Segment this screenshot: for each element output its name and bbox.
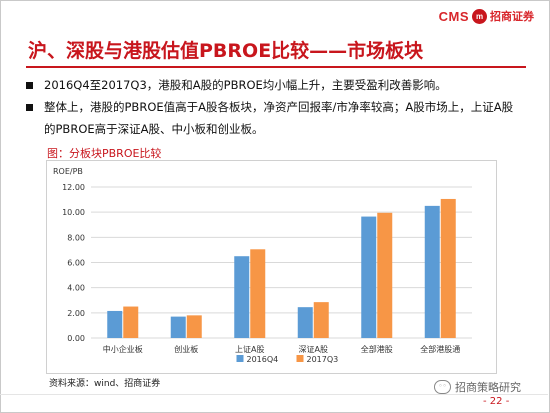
bar-chart: ROE/PB 0.00 2.00 4.00 6.00 8.00 10.00 12.00 中小企业…: [53, 167, 472, 364]
source-note: 资料来源：wind、招商证券: [49, 379, 161, 389]
x-tick-label: 中小企业板: [103, 344, 143, 354]
bar-2016Q4: [361, 216, 377, 338]
legend-swatch: [236, 355, 244, 362]
y-tick-label: 2.00: [67, 309, 85, 318]
footer-divider: [0, 394, 548, 395]
logo-company-name: 招商证券: [490, 10, 534, 23]
slide-title: 沪、深股与港股估值PBROE比较——市场板块: [28, 40, 424, 62]
bar-2017Q3: [440, 198, 456, 338]
bar-2017Q3: [313, 302, 329, 338]
bar-2017Q3: [250, 249, 266, 338]
y-tick-label: 10.00: [62, 208, 85, 217]
wechat-icon: ◦◦: [434, 380, 451, 394]
chart-container: ROE/PB 0.00 2.00 4.00 6.00 8.00 10.00 12.00 中小企业…: [46, 160, 497, 374]
y-tick-label: 4.00: [67, 284, 85, 293]
x-tick-label: 全部港股通: [420, 344, 460, 354]
bar-2017Q3: [377, 212, 393, 338]
title-divider: [26, 66, 526, 68]
x-tick-label: 全部港股: [361, 344, 393, 354]
watermark: ◦◦ 招商策略研究: [434, 379, 521, 395]
x-tick-label: 创业板: [174, 344, 198, 354]
legend-label: 2017Q3: [307, 355, 339, 364]
y-axis-label: ROE/PB: [53, 167, 83, 176]
watermark-text: 招商策略研究: [455, 381, 521, 394]
bar-2016Q4: [234, 256, 250, 338]
x-tick-label: 上证A股: [235, 345, 264, 354]
bar-2017Q3: [186, 315, 202, 338]
bullet-text: 2016Q4至2017Q3，港股和A股的PBROE均小幅上升，主要受盈利改善影响…: [44, 78, 447, 92]
bar-2016Q4: [297, 307, 313, 338]
brand-logo: CMS m 招商证券: [439, 8, 534, 24]
bullet-list: 2016Q4至2017Q3，港股和A股的PBROE均小幅上升，主要受盈利改善影响…: [26, 74, 514, 140]
legend-label: 2016Q4: [247, 355, 279, 364]
y-tick-label: 8.00: [67, 233, 85, 242]
bar-2017Q3: [123, 306, 139, 338]
bullet-square-icon: [26, 82, 33, 89]
bar-2016Q4: [107, 310, 123, 338]
bar-2016Q4: [424, 205, 440, 338]
bar-2016Q4: [170, 316, 186, 338]
bullet-text: 整体上，港股的PBROE值高于A股各板块，净资产回报率/市净率较高；A股市场上，…: [44, 100, 514, 136]
bullet-item: 2016Q4至2017Q3，港股和A股的PBROE均小幅上升，主要受盈利改善影响…: [26, 74, 514, 96]
chart-caption: 图：分板块PBROE比较: [47, 147, 162, 160]
logo-text: CMS: [438, 8, 469, 24]
bullet-square-icon: [26, 104, 33, 111]
y-tick-label: 12.00: [62, 183, 85, 192]
logo-mark-icon: m: [472, 8, 487, 24]
legend-swatch: [296, 355, 304, 362]
y-tick-label: 0.00: [67, 334, 85, 343]
bullet-item: 整体上，港股的PBROE值高于A股各板块，净资产回报率/市净率较高；A股市场上，…: [26, 96, 514, 140]
page-number: - 22 -: [483, 396, 510, 407]
x-tick-label: 深证A股: [299, 345, 328, 354]
y-tick-label: 6.00: [67, 259, 85, 268]
